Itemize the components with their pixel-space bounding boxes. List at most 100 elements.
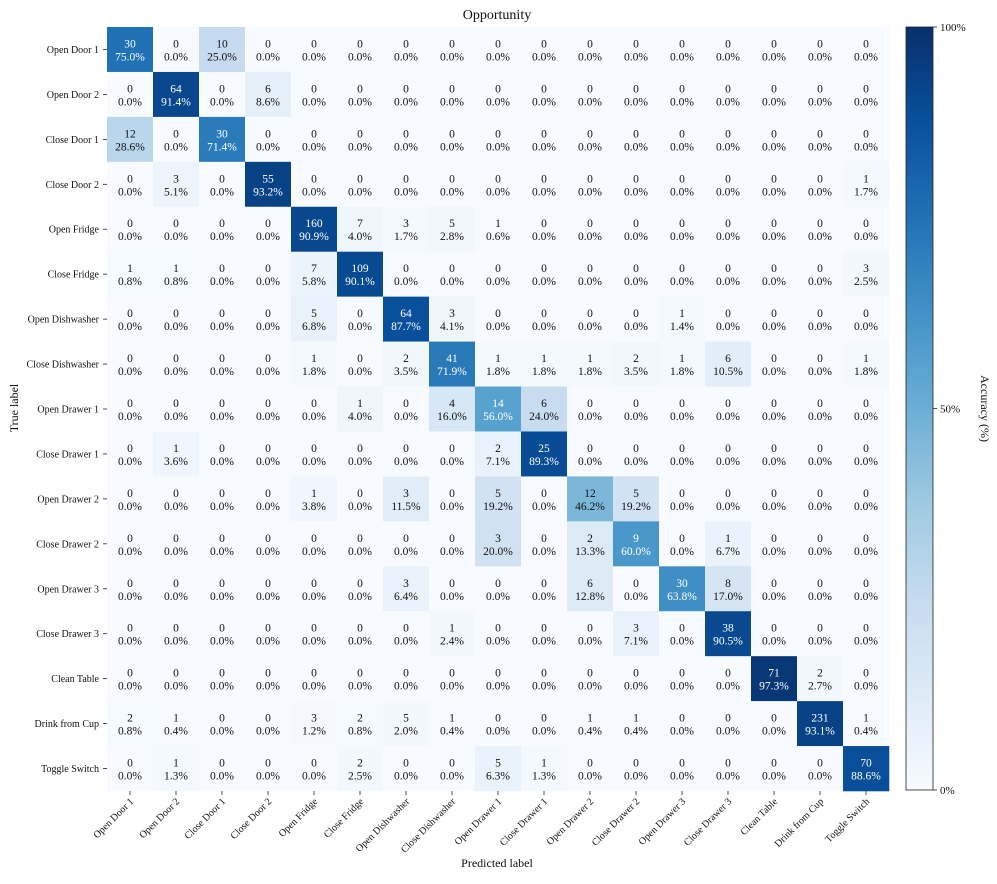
- cell-percent-label: 0.0%: [716, 501, 740, 513]
- cell-count-label: 38: [722, 623, 734, 635]
- cell-count-label: 2: [495, 443, 501, 455]
- cell-percent-label: 0.0%: [394, 771, 418, 783]
- cell-count-label: 12: [124, 128, 136, 140]
- cell-percent-label: 0.0%: [210, 681, 234, 693]
- cell-percent-label: 0.0%: [256, 591, 280, 603]
- heatmap-cell: [751, 521, 798, 567]
- colorbar-tick-label: 100%: [940, 22, 966, 34]
- heatmap-cell: [429, 611, 476, 657]
- cell-count-label: 0: [311, 668, 317, 680]
- cell-percent-label: 0.0%: [118, 636, 142, 648]
- cell-percent-label: 1.8%: [670, 366, 694, 378]
- heatmap-cell: [245, 476, 292, 522]
- colorbar: 0% 50% 100% Accuracy (%): [905, 22, 992, 797]
- cell-count-label: 0: [449, 533, 455, 545]
- cell-percent-label: 0.0%: [348, 591, 372, 603]
- cell-count-label: 0: [311, 533, 317, 545]
- cell-count-label: 0: [633, 83, 639, 95]
- cell-count-label: 1: [495, 218, 501, 230]
- cell-percent-label: 0.0%: [808, 456, 832, 468]
- cell-count-label: 0: [265, 263, 271, 275]
- heatmap-cell: [843, 296, 890, 342]
- cell-count-label: 0: [449, 488, 455, 500]
- heatmap-cell: [337, 566, 384, 612]
- x-tick-labels: Open Door 1 Open Door 2 Close Door 1 Close …: [91, 791, 872, 855]
- cell-count-label: 0: [633, 38, 639, 50]
- cell-percent-label: 0.0%: [716, 681, 740, 693]
- cell-percent-label: 0.0%: [578, 141, 602, 153]
- cell-percent-label: 0.0%: [808, 231, 832, 243]
- heatmap-cell: [429, 476, 476, 522]
- cell-percent-label: 0.0%: [624, 96, 648, 108]
- heatmap-cell: [613, 611, 660, 657]
- y-tick-label: Open Drawer 1: [37, 405, 99, 416]
- cell-percent-label: 0.0%: [302, 546, 326, 558]
- cell-percent-label: 0.0%: [624, 321, 648, 333]
- heatmap-cell: [705, 296, 752, 342]
- heatmap-cell: [521, 386, 568, 432]
- cell-percent-label: 0.0%: [624, 276, 648, 288]
- cell-percent-label: 0.0%: [302, 51, 326, 63]
- heatmap-cell: [613, 746, 660, 792]
- cell-percent-label: 6.8%: [302, 321, 326, 333]
- heatmap-cell: [383, 161, 430, 208]
- cell-count-label: 1: [587, 353, 593, 365]
- cell-count-label: 5: [495, 488, 501, 500]
- heatmap-cell: [705, 251, 752, 297]
- cell-count-label: 0: [817, 398, 823, 410]
- cell-count-label: 5: [311, 308, 317, 320]
- cell-percent-label: 0.0%: [670, 456, 694, 468]
- y-tick-label: Clean Table: [51, 674, 99, 685]
- heatmap-cell: [337, 701, 384, 747]
- heatmap-cell: [107, 206, 154, 253]
- cell-percent-label: 0.0%: [210, 591, 234, 603]
- cell-count-label: 0: [817, 533, 823, 545]
- cell-percent-label: 0.0%: [486, 726, 510, 738]
- cell-count-label: 0: [541, 83, 547, 95]
- heatmap-cell: [153, 476, 200, 522]
- cell-percent-label: 0.0%: [486, 636, 510, 648]
- heatmap-cell: [429, 701, 476, 747]
- cell-count-label: 0: [219, 623, 225, 635]
- cell-count-label: 64: [400, 308, 412, 320]
- cell-count-label: 0: [403, 533, 409, 545]
- cell-count-label: 2: [127, 713, 133, 725]
- x-tick-label: Drink from Cup: [773, 796, 826, 849]
- cell-percent-label: 7.1%: [486, 456, 510, 468]
- cell-count-label: 0: [495, 668, 501, 680]
- heatmap-cell: [659, 521, 706, 567]
- heatmap-cell: [475, 701, 522, 747]
- heatmap-cell: [383, 386, 430, 432]
- cell-count-label: 0: [219, 398, 225, 410]
- colorbar-tick-label: 0%: [940, 785, 955, 797]
- cell-percent-label: 6.7%: [716, 546, 740, 558]
- cell-count-label: 1: [495, 353, 501, 365]
- heatmap-cell: [705, 206, 752, 253]
- cell-percent-label: 0.0%: [348, 366, 372, 378]
- heatmap-cell: [429, 251, 476, 297]
- cell-percent-label: 0.0%: [762, 636, 786, 648]
- cell-percent-label: 0.0%: [440, 276, 464, 288]
- heatmap-cell: [751, 476, 798, 522]
- cell-percent-label: 0.0%: [716, 321, 740, 333]
- heatmap-cell: [107, 296, 154, 342]
- cell-count-label: 0: [633, 173, 639, 185]
- cell-percent-label: 0.0%: [578, 411, 602, 423]
- cell-percent-label: 0.0%: [210, 726, 234, 738]
- cell-count-label: 0: [817, 83, 823, 95]
- cell-count-label: 0: [633, 263, 639, 275]
- heatmap-cell: [383, 251, 430, 297]
- cell-percent-label: 0.0%: [394, 456, 418, 468]
- heatmap-cell: [659, 701, 706, 747]
- cell-count-label: 0: [633, 398, 639, 410]
- cell-count-label: 6: [587, 578, 593, 590]
- cell-count-label: 0: [587, 218, 593, 230]
- heatmap-cell: [383, 521, 430, 567]
- cell-count-label: 0: [679, 488, 685, 500]
- heatmap-cell: [291, 341, 338, 387]
- heatmap-cell: [843, 521, 890, 567]
- heatmap-cell: [245, 341, 292, 387]
- cell-percent-label: 0.0%: [624, 51, 648, 63]
- cell-count-label: 0: [771, 353, 777, 365]
- cell-percent-label: 0.0%: [394, 276, 418, 288]
